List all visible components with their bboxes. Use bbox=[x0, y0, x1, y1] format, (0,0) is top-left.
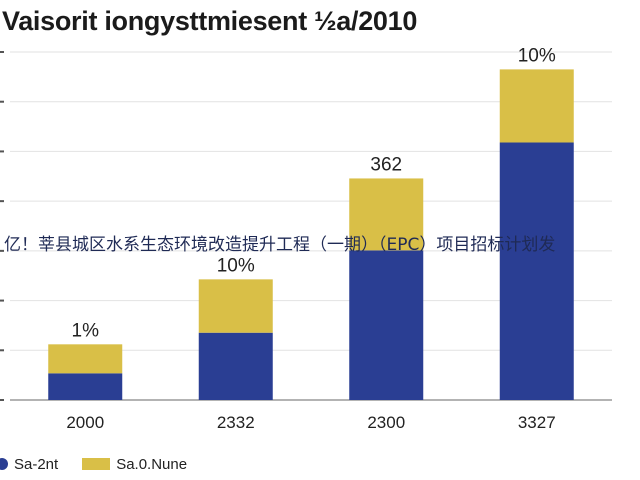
bar-2-2332 bbox=[198, 279, 273, 333]
x-tick-label: 2332 bbox=[217, 413, 255, 432]
bar-2-2300 bbox=[349, 178, 424, 251]
bar-total-label: 1% bbox=[72, 320, 100, 341]
bar-total-label: 10% bbox=[518, 45, 556, 66]
x-tick-labels: 2000 2332 2300 3327 bbox=[66, 413, 555, 432]
bar-1-2300 bbox=[349, 250, 424, 400]
bars bbox=[48, 69, 574, 401]
y-tick-mark bbox=[0, 349, 4, 352]
y-tick-mark bbox=[0, 249, 4, 252]
y-tick-mark bbox=[0, 51, 4, 53]
y-tick-mark bbox=[0, 100, 4, 103]
y-tick-mark bbox=[0, 299, 4, 302]
bar-labels: 1% 10% 362 10% bbox=[72, 45, 556, 341]
bar-2-2000 bbox=[48, 344, 123, 374]
bar-total-label: 362 bbox=[370, 154, 402, 175]
x-tick-label: 2300 bbox=[367, 413, 405, 432]
y-tick-mark bbox=[0, 150, 4, 153]
legend-swatch-series-2 bbox=[82, 458, 111, 470]
chart-title: Vaisorit iongysttmiesent ½a/2010 bbox=[2, 6, 418, 36]
x-tick-label: 3327 bbox=[518, 413, 556, 432]
legend-label-series-1: Sa-2nt bbox=[14, 455, 59, 473]
legend-item-series-1: Sa-2nt bbox=[0, 456, 58, 473]
y-tick-mark bbox=[0, 200, 4, 203]
bar-1-3327 bbox=[499, 142, 574, 401]
bar-1-2332 bbox=[198, 332, 273, 400]
legend-swatch-series-1 bbox=[0, 458, 8, 470]
legend-label-series-2: Sa.0.Nune bbox=[116, 455, 188, 473]
legend: Sa-2nt Sa.0.Nune bbox=[0, 452, 211, 476]
bar-total-label: 10% bbox=[217, 255, 255, 276]
bar-1-2000 bbox=[48, 373, 123, 400]
legend-item-series-2: Sa.0.Nune bbox=[82, 456, 187, 473]
bar-2-3327 bbox=[499, 69, 574, 143]
y-tick-mark bbox=[0, 399, 4, 401]
x-tick-label: 2000 bbox=[66, 413, 104, 432]
